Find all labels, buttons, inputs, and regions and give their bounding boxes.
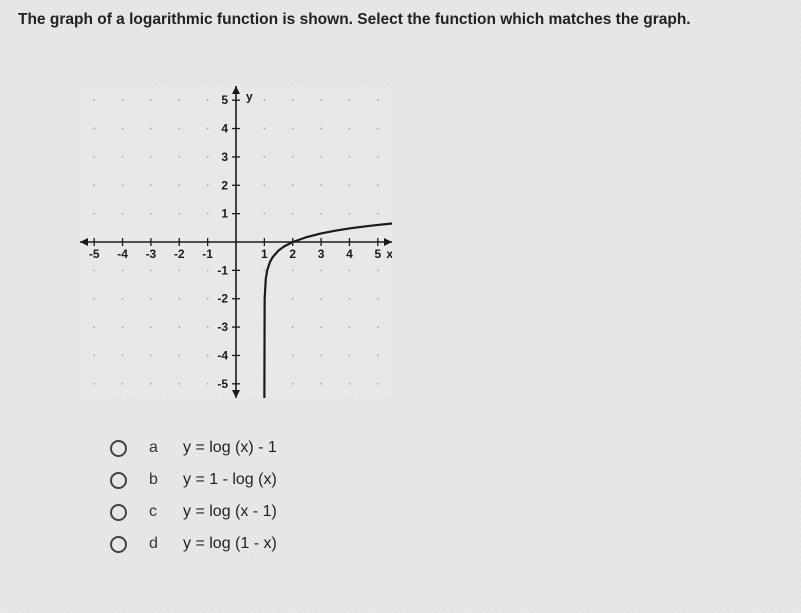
svg-text:3: 3 bbox=[318, 247, 325, 261]
svg-text:-5: -5 bbox=[217, 377, 228, 391]
svg-text:5: 5 bbox=[221, 93, 228, 107]
svg-text:-4: -4 bbox=[117, 247, 128, 261]
svg-text:-3: -3 bbox=[146, 247, 157, 261]
option-text: y = log (1 - x) bbox=[183, 535, 277, 553]
option-a[interactable]: a y = log (x) - 1 bbox=[110, 432, 277, 464]
radio-icon[interactable] bbox=[110, 504, 127, 521]
svg-text:2: 2 bbox=[221, 178, 228, 192]
svg-text:5: 5 bbox=[374, 247, 381, 261]
option-c[interactable]: c y = log (x - 1) bbox=[110, 496, 277, 528]
option-letter: d bbox=[149, 535, 183, 553]
svg-text:y: y bbox=[246, 90, 253, 104]
svg-text:x: x bbox=[386, 247, 392, 261]
svg-text:-2: -2 bbox=[174, 247, 185, 261]
option-letter: a bbox=[149, 439, 183, 457]
option-letter: b bbox=[149, 471, 183, 489]
chart-svg: -5-5-4-4-3-3-2-2-1-11122334455xy bbox=[80, 86, 392, 398]
svg-text:-1: -1 bbox=[202, 247, 213, 261]
option-letter: c bbox=[149, 503, 183, 521]
option-b[interactable]: b y = 1 - log (x) bbox=[110, 464, 277, 496]
svg-text:4: 4 bbox=[346, 247, 353, 261]
svg-text:-5: -5 bbox=[89, 247, 100, 261]
option-text: y = 1 - log (x) bbox=[183, 471, 277, 489]
radio-icon[interactable] bbox=[110, 472, 127, 489]
option-d[interactable]: d y = log (1 - x) bbox=[110, 528, 277, 560]
svg-text:4: 4 bbox=[221, 122, 228, 136]
question-text: The graph of a logarithmic function is s… bbox=[18, 10, 783, 31]
svg-text:1: 1 bbox=[221, 207, 228, 221]
svg-text:2: 2 bbox=[289, 247, 296, 261]
svg-text:-3: -3 bbox=[217, 320, 228, 334]
svg-text:1: 1 bbox=[261, 247, 268, 261]
radio-icon[interactable] bbox=[110, 440, 127, 457]
svg-text:-1: -1 bbox=[217, 263, 228, 277]
answer-options: a y = log (x) - 1 b y = 1 - log (x) c y … bbox=[110, 432, 277, 560]
svg-text:3: 3 bbox=[221, 150, 228, 164]
option-text: y = log (x - 1) bbox=[183, 503, 277, 521]
radio-icon[interactable] bbox=[110, 536, 127, 553]
svg-text:-2: -2 bbox=[217, 292, 228, 306]
option-text: y = log (x) - 1 bbox=[183, 439, 277, 457]
svg-text:-4: -4 bbox=[217, 348, 228, 362]
log-chart: -5-5-4-4-3-3-2-2-1-11122334455xy bbox=[80, 86, 392, 398]
